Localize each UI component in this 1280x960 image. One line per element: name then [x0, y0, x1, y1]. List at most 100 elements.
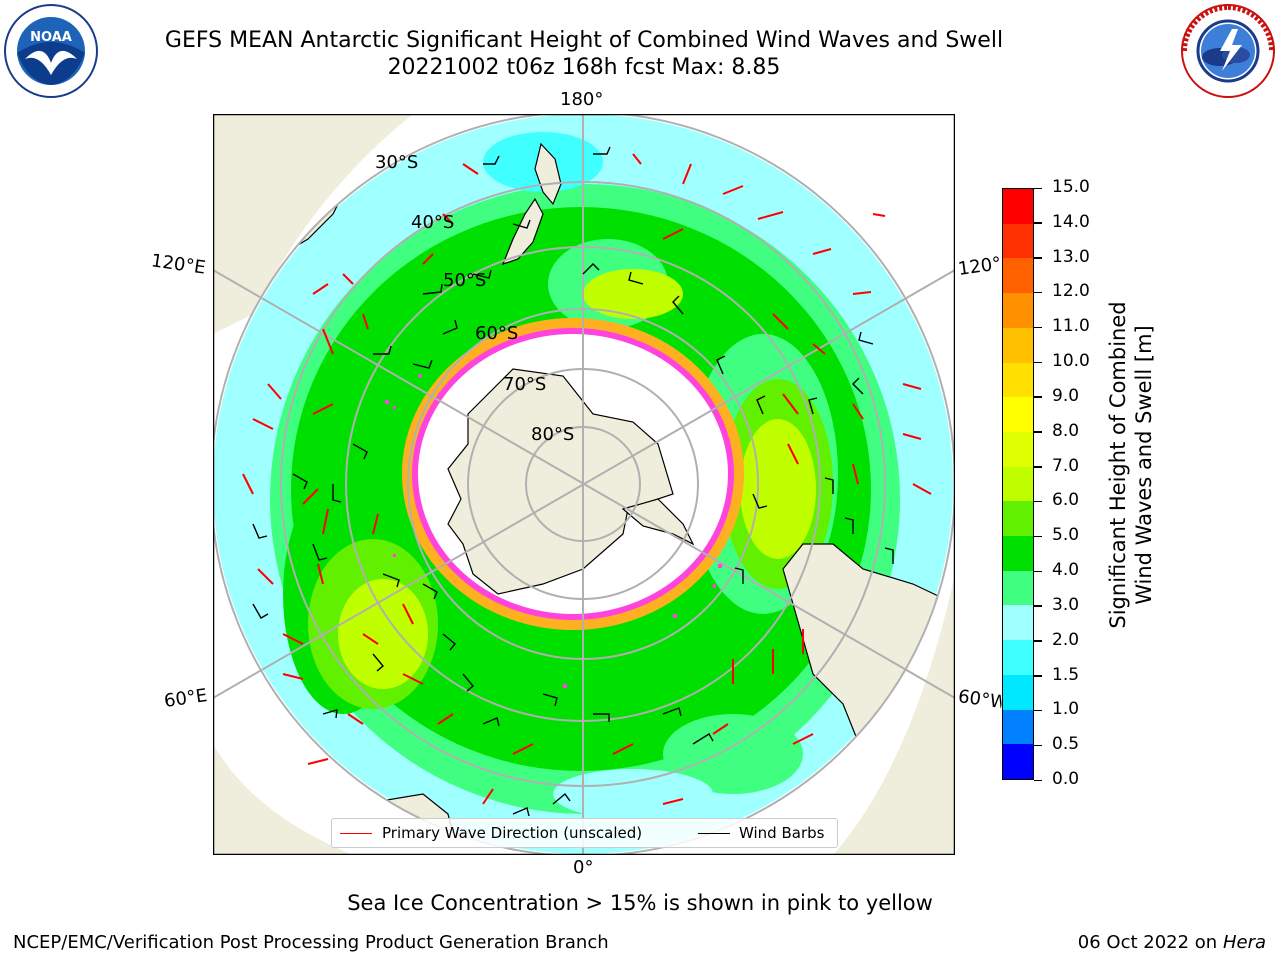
svg-text:NOAA: NOAA: [30, 30, 72, 45]
map-panel: 30°S 40°S 50°S 60°S 70°S 80°S Primary Wa…: [212, 113, 956, 856]
colorbar: [1002, 188, 1034, 780]
footer-date: 06 Oct 2022: [1077, 932, 1190, 953]
colorbar-tick-label: 1.5: [1052, 664, 1080, 685]
antarctic-peninsula: [621, 498, 695, 546]
colorbar-label-line2: Wind Waves and Swell [m]: [1132, 325, 1156, 605]
colorbar-tick-mark: [1034, 326, 1042, 329]
lon-label-60w: 60°W: [956, 686, 1004, 713]
sea-ice-speckles: [385, 374, 722, 688]
chart-title: GEFS MEAN Antarctic Significant Height o…: [164, 28, 1004, 53]
map-svg: [212, 113, 956, 856]
sea-ice-note: Sea Ice Concentration > 15% is shown in …: [347, 891, 933, 915]
colorbar-tick-label: 5.0: [1052, 525, 1080, 546]
colorbar-segment: [1003, 293, 1033, 328]
footer-left: NCEP/EMC/Verification Post Processing Pr…: [13, 932, 609, 953]
colorbar-label-line1: Significant Height of Combined: [1106, 301, 1130, 629]
colorbar-tick-label: 12.0: [1052, 281, 1090, 302]
colorbar-tick-label: 11.0: [1052, 316, 1090, 337]
lon-label-180: 180°: [560, 89, 604, 110]
colorbar-tick-mark: [1034, 709, 1042, 712]
colorbar-segment: [1003, 466, 1033, 502]
wave-direction-arrows: [242, 153, 932, 805]
legend-wave-label: Primary Wave Direction (unscaled): [382, 824, 643, 842]
colorbar-segment: [1003, 258, 1033, 294]
colorbar-segment: [1003, 640, 1033, 675]
lon-label-120w: 120°W: [956, 253, 1004, 280]
colorbar-tick-mark: [1034, 500, 1042, 503]
colorbar-tick-label: 3.0: [1052, 594, 1080, 615]
legend-barb-label: Wind Barbs: [739, 824, 825, 842]
lon-label-120e: 120°E: [149, 250, 207, 279]
colorbar-segment: [1003, 744, 1033, 779]
colorbar-segment: [1003, 223, 1033, 259]
lat-label-70s: 70°S: [503, 374, 547, 395]
corner-land-bottom-right: [833, 574, 955, 855]
chart-subtitle: 20221002 t06z 168h fcst Max: 8.85: [387, 55, 781, 80]
colorbar-segment: [1003, 189, 1033, 224]
legend-barb-line: [698, 833, 730, 834]
colorbar-segment: [1003, 431, 1033, 467]
lat-label-40s: 40°S: [411, 212, 455, 233]
colorbar-segment: [1003, 605, 1033, 641]
colorbar-tick-label: 0.0: [1052, 769, 1080, 789]
colorbar-tick-mark: [1034, 466, 1042, 468]
colorbar-tick-mark: [1034, 675, 1042, 677]
colorbar-tick-mark: [1034, 431, 1042, 433]
wave-field-patch: [553, 769, 713, 819]
footer-right: 06 Oct 2022 on Hera: [1078, 932, 1266, 953]
colorbar-segment: [1003, 709, 1033, 745]
colorbar-segment: [1003, 501, 1033, 537]
colorbar-tick-label: 7.0: [1052, 455, 1080, 476]
lon-label-0: 0°: [573, 857, 594, 878]
corner-land-top-left: [213, 114, 413, 334]
colorbar-segment: [1003, 570, 1033, 606]
new-zealand-south-island: [501, 197, 544, 265]
colorbar-tick-mark: [1034, 535, 1042, 538]
colorbar-tick-mark: [1034, 570, 1042, 573]
footer-on: on: [1194, 932, 1218, 953]
colorbar-segment: [1003, 536, 1033, 571]
colorbar-tick-label: 2.0: [1052, 629, 1080, 650]
colorbar-segments: [1003, 189, 1033, 779]
colorbar-tick-label: 4.0: [1052, 560, 1080, 581]
colorbar-tick-mark: [1034, 222, 1042, 224]
noaa-logo: NOAA: [3, 3, 99, 99]
colorbar-segment: [1003, 674, 1033, 710]
colorbar-tick-label: 0.5: [1052, 734, 1080, 755]
lat-label-60s: 60°S: [475, 323, 519, 344]
colorbar-tick-mark: [1034, 187, 1042, 189]
colorbar-segment: [1003, 362, 1033, 398]
new-zealand-north-island: [534, 142, 562, 206]
colorbar-tick-mark: [1034, 361, 1042, 364]
wave-field-patch: [740, 419, 816, 559]
colorbar-segment: [1003, 327, 1033, 363]
wave-field-patch: [663, 714, 803, 794]
colorbar-tick-label: 10.0: [1052, 351, 1090, 372]
colorbar-tick-mark: [1034, 779, 1042, 781]
colorbar-tick-mark: [1034, 396, 1042, 398]
colorbar-tick-label: 14.0: [1052, 211, 1090, 232]
colorbar-tick-mark: [1034, 257, 1042, 259]
nws-logo: [1180, 3, 1276, 99]
colorbar-tick-mark: [1034, 744, 1042, 747]
colorbar-tick-mark: [1034, 640, 1042, 642]
colorbar-tick-mark: [1034, 291, 1042, 294]
lat-label-50s: 50°S: [443, 270, 487, 291]
lat-label-30s: 30°S: [375, 152, 419, 173]
lon-label-60e: 60°E: [162, 685, 209, 712]
map-legend: Primary Wave Direction (unscaled) Wind B…: [331, 818, 838, 848]
wind-barbs: [252, 146, 894, 817]
wave-field-patch: [338, 579, 428, 689]
colorbar-segment: [1003, 397, 1033, 432]
colorbar-tick-label: 9.0: [1052, 385, 1080, 406]
colorbar-tick-mark: [1034, 605, 1042, 607]
colorbar-tick-label: 15.0: [1052, 177, 1090, 197]
meridian-lines: [213, 114, 955, 855]
lat-label-80s: 80°S: [531, 424, 575, 445]
map-frame: [212, 113, 956, 856]
colorbar-tick-label: 8.0: [1052, 420, 1080, 441]
wave-field-patch: [583, 269, 683, 319]
footer-host: Hera: [1222, 932, 1266, 953]
colorbar-tick-label: 6.0: [1052, 490, 1080, 511]
corner-land-bottom-left: [213, 744, 353, 855]
